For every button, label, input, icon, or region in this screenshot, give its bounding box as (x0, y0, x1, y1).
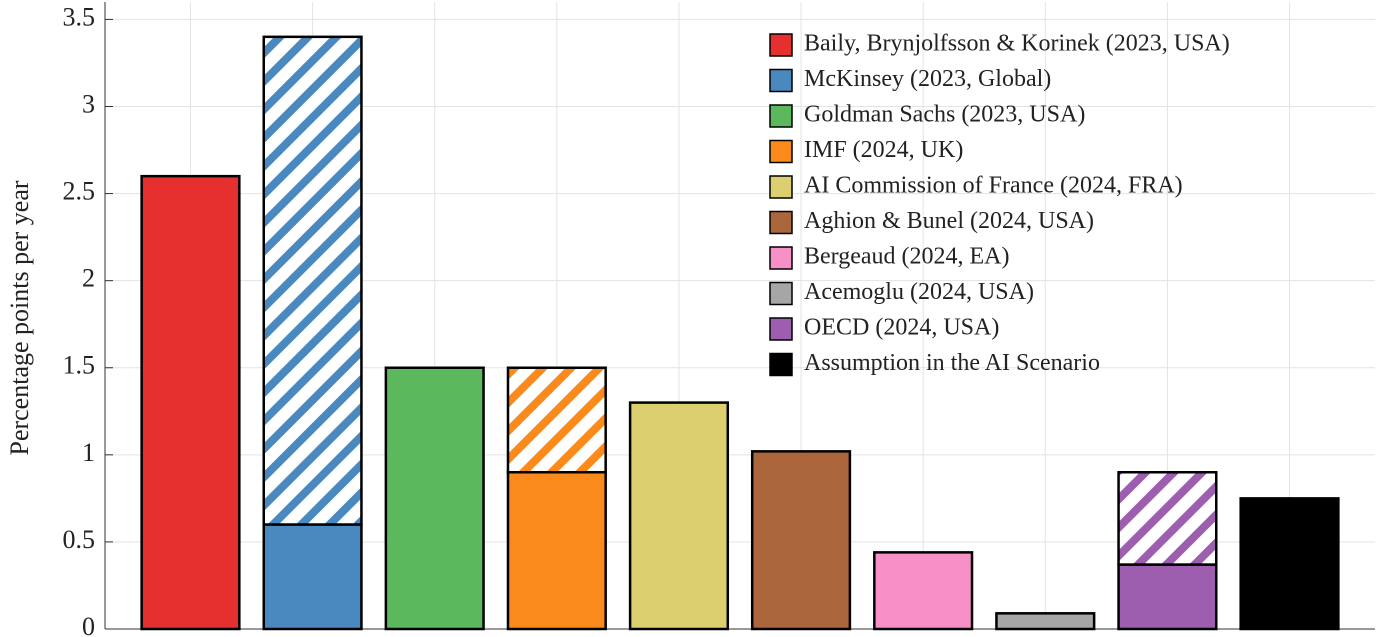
legend-swatch (769, 175, 793, 199)
bar (873, 551, 974, 631)
legend-swatch (769, 317, 793, 341)
bar (384, 366, 485, 631)
legend-swatch (769, 139, 793, 164)
legend-swatch (769, 68, 793, 93)
legend-label: Acemoglu (2024, USA) (804, 279, 1034, 305)
legend: Baily, Brynjolfsson & Korinek (2023, USA… (769, 31, 1230, 377)
bar (1239, 497, 1340, 631)
legend-swatch (769, 33, 793, 57)
bar (1117, 471, 1218, 566)
bar (750, 450, 852, 631)
legend-swatch (769, 104, 793, 128)
y-tick-label: 0 (82, 612, 95, 637)
bar (140, 174, 241, 631)
y-tick-label: 3.5 (63, 2, 96, 31)
y-tick-label: 2.5 (63, 177, 96, 206)
legend-label: IMF (2024, UK) (804, 137, 963, 163)
legend-label: Bergeaud (2024, EA) (804, 244, 1010, 270)
legend-label: OECD (2024, USA) (804, 315, 999, 341)
bar (262, 35, 363, 526)
legend-swatch (769, 246, 793, 270)
legend-swatch (769, 210, 793, 235)
bar (506, 471, 607, 631)
bar (1117, 563, 1218, 631)
bar (262, 523, 363, 631)
legend-label: Goldman Sachs (2023, USA) (804, 102, 1085, 128)
y-axis-label: Percentage points per year (5, 180, 34, 455)
legend-label: Assumption in the AI Scenario (804, 350, 1100, 376)
legend-swatch (769, 352, 793, 377)
legend-label: AI Commission of France (2024, FRA) (804, 173, 1183, 199)
legend-swatch (769, 281, 793, 306)
bar (995, 612, 1096, 631)
bar (506, 366, 607, 474)
y-tick-label: 1.5 (63, 351, 96, 380)
legend-label: Aghion & Bunel (2024, USA) (804, 208, 1094, 234)
y-tick-label: 1 (82, 438, 95, 467)
legend-label: Baily, Brynjolfsson & Korinek (2023, USA… (804, 31, 1230, 57)
legend-label: McKinsey (2023, Global) (804, 66, 1051, 92)
y-tick-label: 0.5 (63, 525, 96, 554)
y-tick-label: 3 (82, 89, 95, 118)
y-tick-label: 2 (82, 264, 95, 293)
bar (628, 401, 730, 631)
